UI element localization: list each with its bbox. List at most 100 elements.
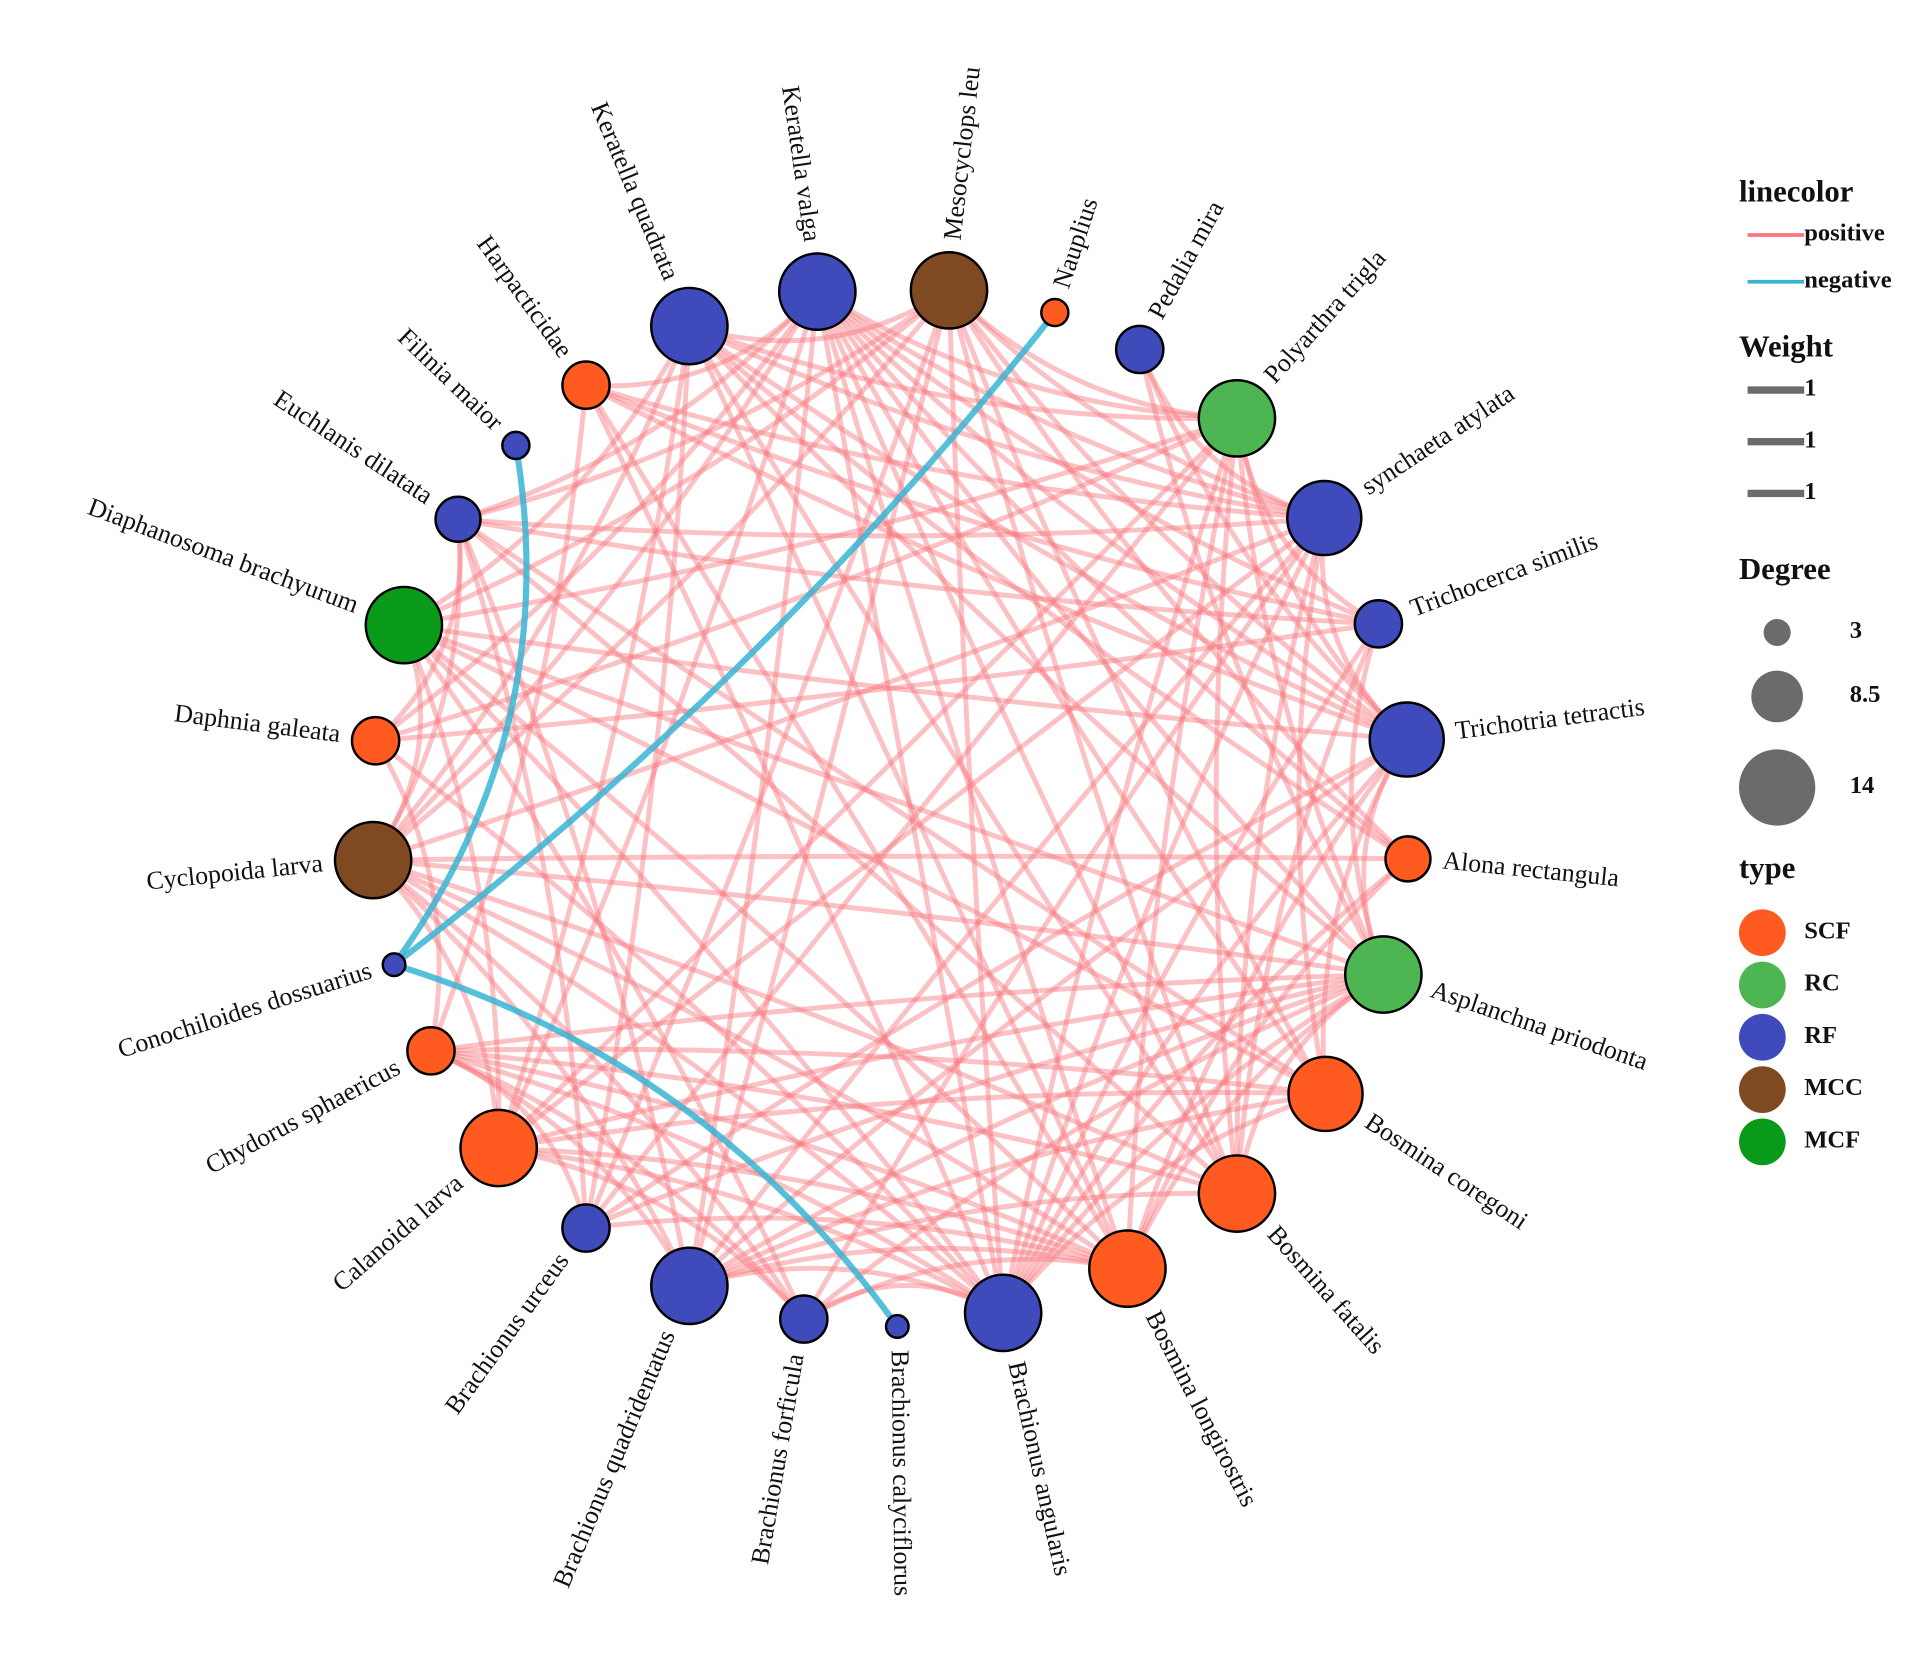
node: [501, 430, 531, 461]
positive-edge: [1137, 348, 1409, 742]
positive-edge: [401, 623, 807, 1321]
positive-edge: [430, 1048, 1005, 1315]
node-label: Mesocyclops leu: [938, 65, 986, 242]
legend-type-swatch: [1738, 909, 1786, 957]
positive-edge: [687, 516, 1327, 1288]
positive-edge: [802, 972, 1385, 1322]
positive-edge: [373, 739, 442, 1052]
positive-edge: [585, 382, 1325, 521]
legend-label: 1: [1804, 375, 1816, 402]
positive-edge: [686, 291, 820, 1287]
positive-edge: [585, 972, 1384, 1231]
positive-edge: [585, 1215, 1129, 1272]
legend-title: type: [1739, 851, 1795, 885]
node: [963, 1273, 1043, 1353]
node: [1343, 935, 1423, 1014]
positive-edge: [372, 857, 1129, 1271]
node: [778, 1294, 829, 1344]
nodes: Keratella valga Mesocyclops leu Nauplius Pe…: [84, 65, 1652, 1596]
positive-edge: [455, 518, 589, 1229]
node: [1088, 1229, 1167, 1309]
legend-label: 8.5: [1850, 681, 1881, 708]
node: [434, 495, 482, 543]
node-label: Brachionus quadridentatus: [547, 1326, 681, 1592]
positive-edge: [371, 857, 1005, 1315]
positive-edge: [430, 1046, 1326, 1097]
positive-edge: [946, 289, 1410, 861]
positive-edge: [946, 290, 1006, 1314]
negative-edge: [393, 961, 900, 1329]
negative-edge: [392, 310, 1058, 968]
positive-edge: [457, 516, 1379, 627]
positive-edge: [584, 737, 1408, 1231]
node-label: Nauplius: [1047, 194, 1104, 292]
positive-edge: [497, 516, 1326, 1150]
node: [1287, 1055, 1364, 1133]
positive-edge: [1320, 738, 1409, 1095]
positive-edge: [371, 290, 820, 862]
positive-edge: [498, 1145, 806, 1321]
legend-label: 3: [1850, 617, 1862, 644]
positive-edge: [1000, 516, 1327, 1314]
positive-edge: [402, 622, 1327, 1097]
legend-label: RC: [1804, 970, 1840, 997]
node: [1040, 297, 1070, 328]
node-label: Pedalia mira: [1142, 195, 1230, 323]
node-label: Bosmina longirostris: [1140, 1306, 1264, 1512]
positive-edge: [687, 324, 1239, 1195]
positive-edge: [496, 416, 1239, 1150]
positive-edge: [428, 384, 589, 1052]
legend-label: MCC: [1804, 1074, 1863, 1101]
positive-edge: [815, 289, 1380, 627]
positive-edge: [584, 382, 1408, 742]
positive-edge: [1125, 857, 1410, 1270]
positive-edge: [802, 1256, 1128, 1322]
positive-edge: [1234, 417, 1409, 742]
node: [884, 1313, 910, 1339]
legend-degree-circle: [1763, 618, 1791, 647]
positive-edge: [947, 288, 1409, 742]
node-label: Trichocerca similis: [1406, 526, 1601, 622]
node-label: Euchlanis dilatata: [269, 384, 439, 510]
node: [333, 820, 413, 900]
legend-type-swatch: [1738, 1118, 1786, 1166]
node-label: Trichotria tetractis: [1453, 692, 1646, 745]
positive-edge: [1296, 517, 1328, 1095]
node: [1114, 324, 1165, 375]
positive-edge: [1124, 417, 1240, 1269]
positive-edge: [688, 1265, 1005, 1316]
legend-label: 14: [1850, 772, 1875, 799]
positive-edge: [687, 324, 1385, 977]
positive-edge: [815, 289, 1408, 742]
legend-type-swatch: [1738, 961, 1786, 1009]
positive-edge: [371, 325, 692, 862]
positive-edge: [403, 622, 1385, 977]
positive-edge: [371, 858, 502, 1149]
positive-edge: [371, 858, 806, 1321]
positive-edge: [372, 857, 1238, 1196]
positive-edge: [815, 290, 1240, 1195]
positive-edge: [1125, 738, 1409, 1270]
node: [1197, 1154, 1277, 1233]
positive-edge: [687, 325, 1130, 1270]
positive-edge: [814, 291, 1006, 1314]
positive-edge: [688, 323, 1325, 521]
node-label: Daphnia galeata: [173, 698, 343, 748]
node-label: Chydorus sphaericus: [201, 1053, 405, 1180]
positive-edge: [583, 289, 952, 1229]
legend-type-swatch: [1738, 1066, 1786, 1113]
positive-edge: [372, 857, 1384, 977]
positive-edge: [1001, 972, 1385, 1315]
positive-edge: [372, 515, 1326, 863]
positive-edge: [1125, 972, 1385, 1270]
positive-edge: [947, 288, 1238, 421]
positive-edge: [430, 1048, 589, 1229]
node: [1353, 599, 1404, 649]
node-label: synchaeta atylata: [1356, 378, 1520, 500]
node: [561, 360, 611, 410]
positive-edge: [814, 290, 1130, 1270]
positive-edge: [816, 289, 1238, 421]
node: [406, 1026, 456, 1076]
positive-edge: [375, 621, 1379, 744]
legend-title: linecolor: [1739, 174, 1853, 208]
